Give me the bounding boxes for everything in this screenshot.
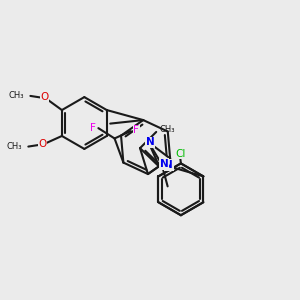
Text: CH₃: CH₃	[6, 142, 22, 151]
Text: CH₃: CH₃	[8, 92, 24, 100]
Text: CH₃: CH₃	[160, 125, 175, 134]
Text: F: F	[90, 123, 96, 133]
Text: Cl: Cl	[175, 149, 185, 159]
Text: N: N	[160, 159, 168, 169]
Text: N: N	[164, 160, 173, 170]
Text: O: O	[40, 92, 48, 102]
Text: N: N	[146, 137, 154, 147]
Text: O: O	[38, 139, 46, 149]
Text: F: F	[133, 125, 139, 136]
